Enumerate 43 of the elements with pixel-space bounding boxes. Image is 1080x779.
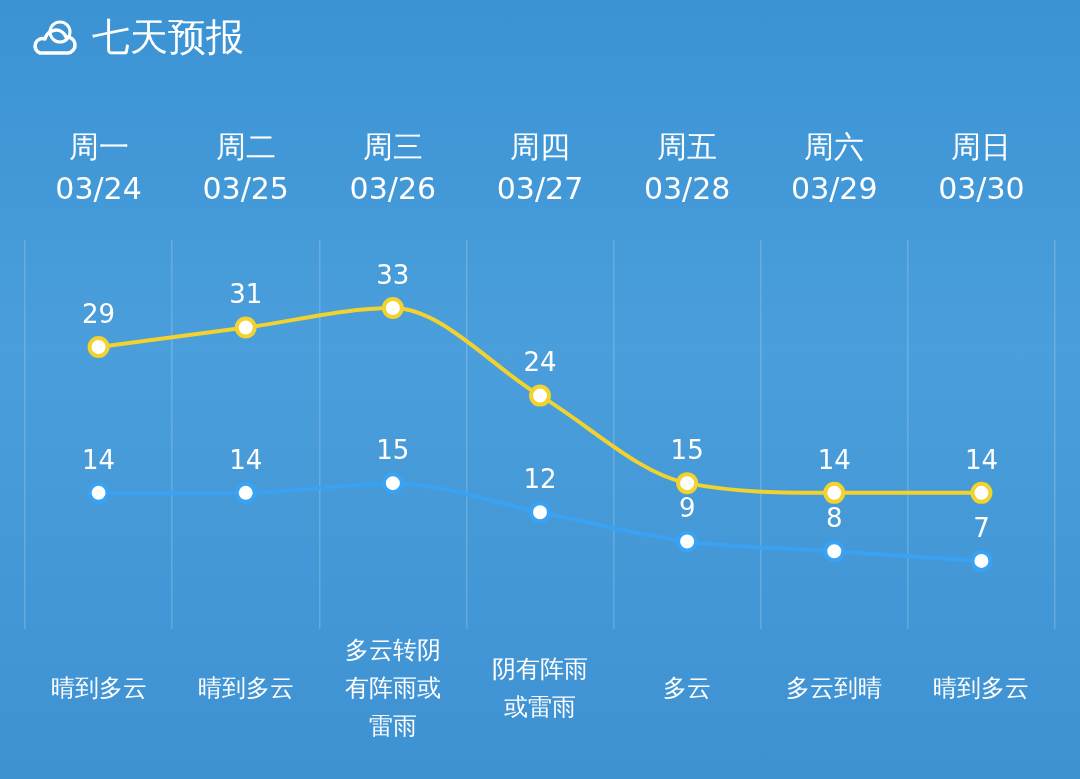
- data-label: 15: [670, 434, 704, 465]
- data-label: 29: [82, 298, 116, 329]
- x-tick-label: 周三 03/26: [349, 128, 437, 206]
- chart-title: 七天预报: [92, 13, 244, 61]
- point: [87, 335, 110, 358]
- point: [676, 472, 699, 495]
- point: [823, 540, 846, 563]
- text: 多云转阴有阵雨或雷雨: [344, 636, 441, 741]
- x-tick-label: 周一 03/24: [55, 128, 142, 206]
- point: [381, 297, 404, 320]
- data-label: 14: [817, 444, 851, 475]
- x-tick-label: 周四 03/27: [496, 128, 584, 206]
- data-label: 15: [376, 434, 410, 465]
- x-tick-label: 周日 03/30: [938, 128, 1025, 206]
- x-tick-label: 周五 03/28: [643, 128, 731, 206]
- point: [529, 384, 551, 407]
- data-label: 8: [826, 502, 843, 533]
- point: [823, 481, 846, 504]
- point: [234, 481, 257, 504]
- point: [970, 549, 993, 572]
- point: [676, 530, 699, 553]
- data-label: 14: [82, 444, 116, 475]
- text: 多云到晴: [786, 674, 883, 703]
- point: [234, 316, 257, 339]
- data-label: 24: [523, 347, 557, 378]
- data-label: 31: [229, 279, 263, 310]
- point: [529, 501, 551, 524]
- x-tick-label: 周二 03/25: [202, 128, 289, 206]
- data-label: 12: [523, 464, 557, 495]
- data-label: 14: [229, 444, 263, 475]
- text: 多云: [663, 674, 712, 703]
- point: [87, 481, 110, 504]
- data-label: 9: [678, 493, 696, 524]
- text: 晴到多云: [197, 674, 294, 703]
- point: [381, 472, 404, 495]
- point: [970, 481, 993, 504]
- x-tick-label: 周六 03/29: [791, 128, 878, 206]
- text: 阴有阵雨或雷雨: [492, 655, 588, 722]
- data-label: 33: [376, 259, 410, 290]
- data-label: 7: [973, 512, 990, 543]
- data-label: 14: [964, 444, 998, 475]
- text: 晴到多云: [50, 674, 147, 703]
- text: 晴到多云: [933, 674, 1030, 703]
